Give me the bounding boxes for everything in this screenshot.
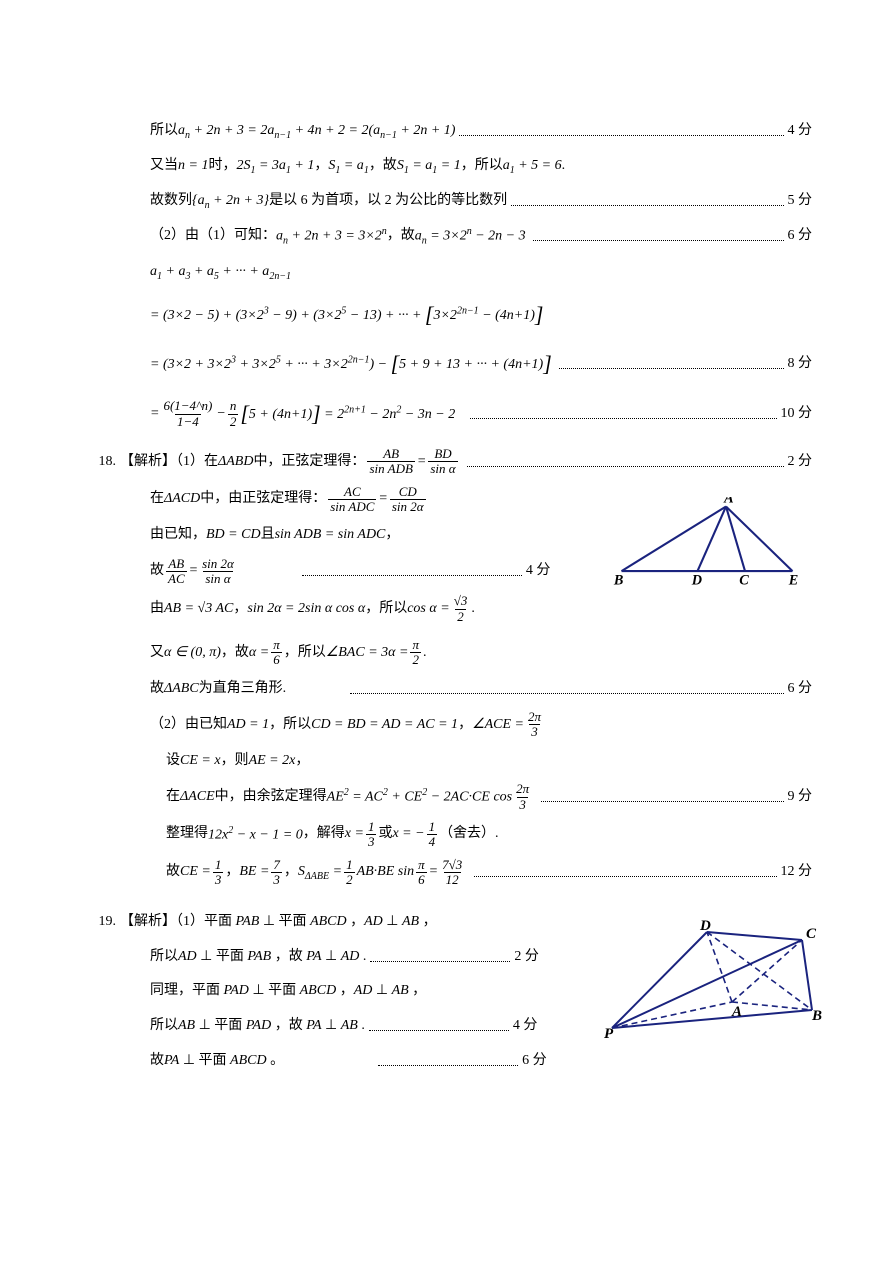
text: 所以 (150, 118, 178, 145)
svg-text:P: P (604, 1026, 614, 1040)
q18-l10: 在 ΔACE 中，由余弦定理得 AE2 = AC2 + CE2 − 2AC·CE… (120, 782, 812, 812)
svg-text:E: E (788, 572, 799, 588)
q18-l9: 设 CE = x ，则 AE = 2x ， (120, 748, 812, 775)
leader (459, 127, 783, 136)
q18-l7: 故 ΔABC 为直角三角形. 6 分 (120, 676, 812, 703)
q17-l1: 所以 an + 2n + 3 = 2an−1 + 4n + 2 = 2(an−1… (120, 118, 812, 145)
triangle-diagram: A B D C E (607, 497, 807, 592)
q17-l5: a1 + a3 + a5 + ··· + a2n−1 (120, 259, 812, 286)
pyramid-diagram: P A B C D (602, 920, 822, 1040)
svg-text:B: B (811, 1008, 822, 1024)
q19-num: 19. (92, 909, 120, 936)
svg-text:A: A (723, 497, 734, 507)
svg-text:C: C (806, 926, 817, 942)
q19-l5: 故 PA ⊥ 平面 ABCD 。 6 分 (120, 1048, 812, 1075)
q18-l1: 18. 【解析】（1）在 ΔABD 中，正弦定理得： ABsin ADB = B… (120, 447, 812, 477)
svg-text:A: A (731, 1004, 742, 1020)
svg-text:D: D (691, 572, 702, 588)
score: 4 分 (788, 118, 813, 145)
q17-l3: 故数列 {an + 2n + 3} 是以 6 为首项，以 2 为公比的等比数列 … (120, 188, 812, 215)
svg-text:C: C (739, 572, 749, 588)
q18-num: 18. (92, 449, 120, 476)
q18-l6: 又 α ∈ (0, π) ，故 α = π6 ，所以 ∠BAC = 3α = π… (120, 638, 812, 668)
q17-l2: 又当 n = 1 时， 2S1 = 3a1 + 1 ， S1 = a1 ，故 S… (120, 153, 812, 180)
math: an + 2n + 3 = 2an−1 + 4n + 2 = 2(an−1 + … (178, 118, 455, 145)
q17-l7: = (3×2 + 3×23 + 3×25 + ··· + 3×22n−1) − … (120, 343, 812, 385)
q18-l12: 故 CE = 13 ， BE = 73 ， SΔABE = 12 AB·BE s… (120, 858, 812, 888)
q18-l5: 由 AB = √3 AC ， sin 2α = 2sin α cos α ，所以… (120, 594, 812, 624)
q17-l4: （2）由（1）可知： an + 2n + 3 = 3×2n ，故 an = 3×… (120, 222, 812, 250)
svg-text:D: D (699, 920, 711, 934)
q18-l11: 整理得 12x2 − x − 1 = 0 ，解得 x = 13 或 x = − … (120, 820, 812, 850)
q17-l8: = 6(1−4^n)1−4 − n2 [5 + (4n+1)] = 22n+1 … (120, 393, 812, 435)
math-page: 所以 an + 2n + 3 = 2an−1 + 4n + 2 = 2(an−1… (0, 0, 892, 1122)
q17-l6: = (3×2 − 5) + (3×23 − 9) + (3×25 − 13) +… (120, 294, 812, 336)
q18-l8: （2）由已知 AD = 1 ，所以 CD = BD = AD = AC = 1 … (120, 710, 812, 740)
svg-text:B: B (613, 572, 624, 588)
